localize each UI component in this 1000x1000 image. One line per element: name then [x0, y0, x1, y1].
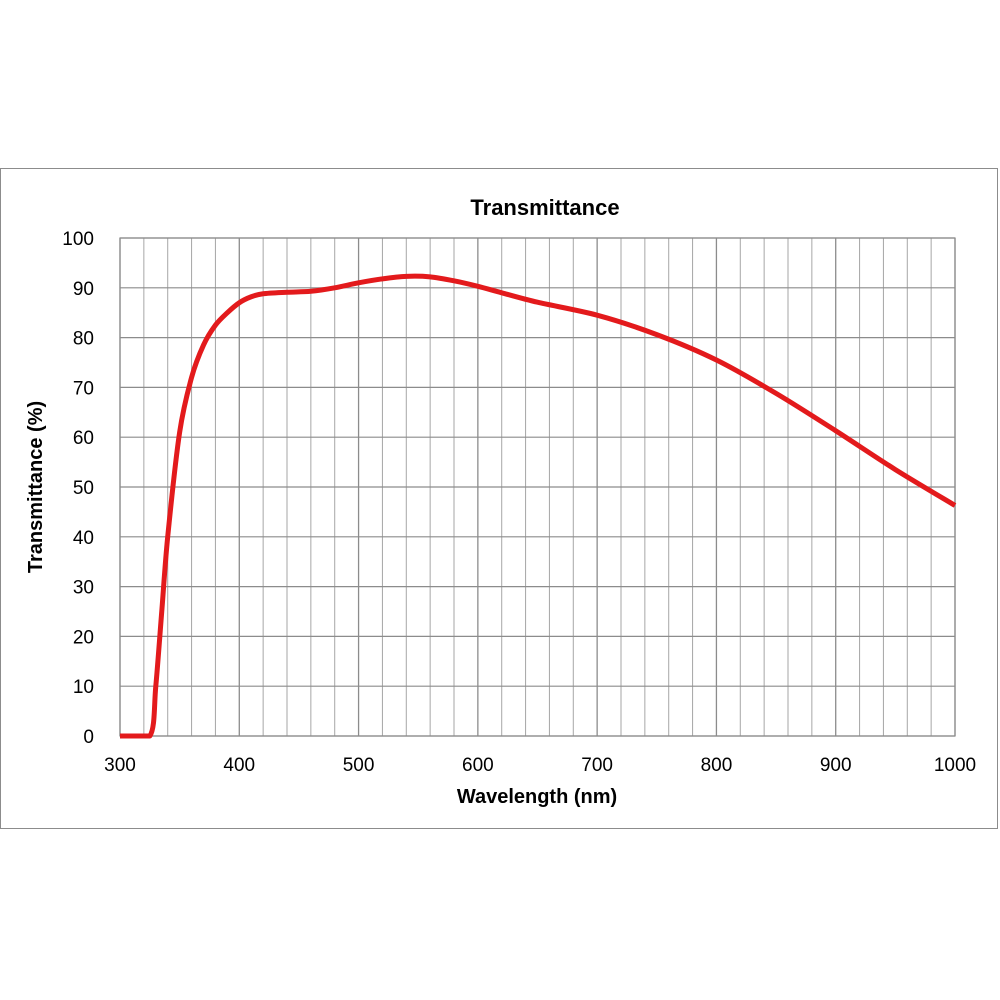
- y-tick-label: 100: [62, 229, 94, 250]
- x-tick-labels: 300 400 500 600 700 800 900 1000: [104, 755, 976, 776]
- chart-frame: [0, 168, 998, 829]
- series-layer: [120, 273, 957, 739]
- x-tick-label: 700: [581, 755, 613, 776]
- x-tick-label: 400: [223, 755, 255, 776]
- plot-area-border: [119, 237, 956, 737]
- transmittance-series-line: [120, 273, 957, 739]
- x-tick-label: 800: [701, 755, 733, 776]
- x-tick-label: 600: [462, 755, 494, 776]
- y-tick-labels: 0 10 20 30 40 50 60 70 80 90 100: [62, 229, 94, 748]
- x-tick-label: 300: [104, 755, 136, 776]
- y-tick-label: 10: [73, 677, 94, 698]
- chart-title: Transmittance: [470, 195, 619, 220]
- y-tick-label: 60: [73, 428, 94, 449]
- y-tick-label: 50: [73, 478, 94, 499]
- y-tick-label: 0: [83, 727, 94, 748]
- y-tick-label: 80: [73, 329, 94, 350]
- grid-lines: [119, 237, 956, 737]
- y-tick-label: 70: [73, 378, 94, 399]
- y-tick-label: 20: [73, 627, 94, 648]
- y-tick-label: 40: [73, 528, 94, 549]
- x-tick-label: 900: [820, 755, 852, 776]
- y-tick-label: 90: [73, 279, 94, 300]
- y-tick-label: 30: [73, 578, 94, 599]
- y-axis-title: Transmittance (%): [25, 401, 47, 573]
- x-tick-label: 500: [343, 755, 375, 776]
- x-tick-label: 1000: [934, 755, 976, 776]
- x-axis-title: Wavelength (nm): [457, 786, 617, 808]
